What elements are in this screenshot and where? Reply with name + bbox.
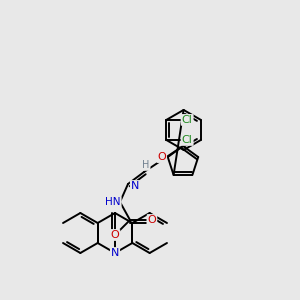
Text: Cl: Cl bbox=[182, 115, 193, 125]
Text: N: N bbox=[131, 181, 139, 191]
Text: Cl: Cl bbox=[182, 135, 193, 145]
Text: O: O bbox=[111, 230, 119, 240]
Text: N: N bbox=[111, 248, 119, 258]
Text: H: H bbox=[142, 160, 150, 170]
Text: HN: HN bbox=[105, 197, 121, 207]
Text: O: O bbox=[158, 152, 166, 162]
Text: O: O bbox=[148, 215, 156, 225]
